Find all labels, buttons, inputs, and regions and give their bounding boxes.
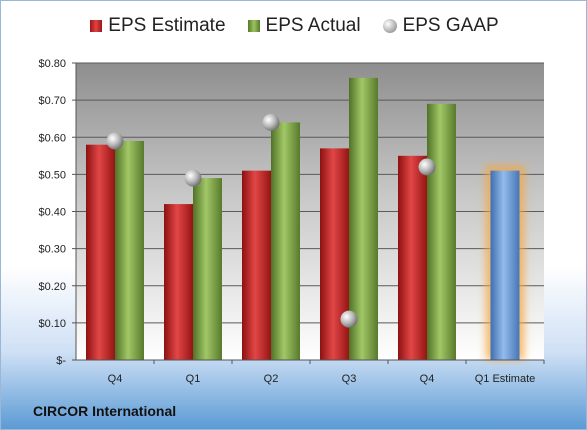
marker-eps-gaap — [106, 132, 124, 150]
legend-swatch-estimate — [90, 20, 103, 32]
y-tick-label: $0.10 — [38, 318, 66, 330]
legend-marker-gaap — [382, 19, 397, 33]
gaap-markers — [106, 113, 436, 328]
legend-label-estimate: EPS Estimate — [108, 15, 226, 36]
y-tick-label: $0.60 — [38, 132, 66, 144]
bar-eps-actual — [115, 140, 144, 360]
bar-eps-estimate — [320, 148, 349, 360]
bar-eps-estimate — [86, 144, 115, 360]
legend-item-estimate: EPS Estimate — [90, 15, 226, 37]
legend-label-gaap: EPS GAAP — [402, 15, 499, 36]
legend-label-actual: EPS Actual — [265, 15, 361, 36]
y-tick-label: $0.70 — [38, 95, 66, 107]
bar-eps-estimate — [242, 170, 271, 360]
bars — [86, 77, 525, 361]
x-tick-label: Q1 Estimate — [475, 373, 536, 385]
legend-swatch-actual — [247, 20, 260, 32]
y-tick-label: $0.20 — [38, 281, 66, 293]
bar-eps-actual — [427, 103, 456, 361]
x-tick-label: Q4 — [420, 373, 435, 385]
marker-eps-gaap — [340, 310, 358, 328]
bar-eps-actual — [271, 122, 300, 361]
marker-eps-gaap — [262, 113, 280, 131]
gridlines — [76, 62, 544, 324]
y-tick-label: $- — [56, 355, 66, 367]
y-tick-label: $0.30 — [38, 244, 66, 256]
company-name: CIRCOR International — [33, 403, 177, 419]
y-tick-label: $0.50 — [38, 169, 66, 181]
bar-eps-actual — [193, 178, 222, 360]
marker-eps-gaap — [184, 169, 202, 187]
bar-eps-estimate — [398, 155, 427, 360]
y-tick-label: $0.80 — [38, 58, 66, 70]
bar-eps-estimate — [164, 204, 193, 360]
x-tick-label: Q3 — [342, 373, 357, 385]
marker-eps-gaap — [418, 158, 436, 176]
x-tick-label: Q1 — [186, 373, 201, 385]
x-tick-label: Q2 — [264, 373, 279, 385]
legend-item-gaap: EPS GAAP — [382, 15, 499, 37]
y-tick-label: $0.40 — [38, 207, 66, 219]
bar-eps-forecast — [490, 170, 520, 360]
legend-item-actual: EPS Actual — [247, 15, 361, 37]
legend: EPS Estimate EPS Actual EPS GAAP — [1, 15, 586, 37]
x-axis-ticks: Q4 Q1 Q2 Q3 Q4 Q1 Estimate — [108, 360, 545, 385]
y-axis-ticks: $- $0.10 $0.20 $0.30 $0.40 $0.50 $0.60 $0.70 $0.… — [38, 58, 76, 367]
x-tick-label: Q4 — [108, 373, 123, 385]
